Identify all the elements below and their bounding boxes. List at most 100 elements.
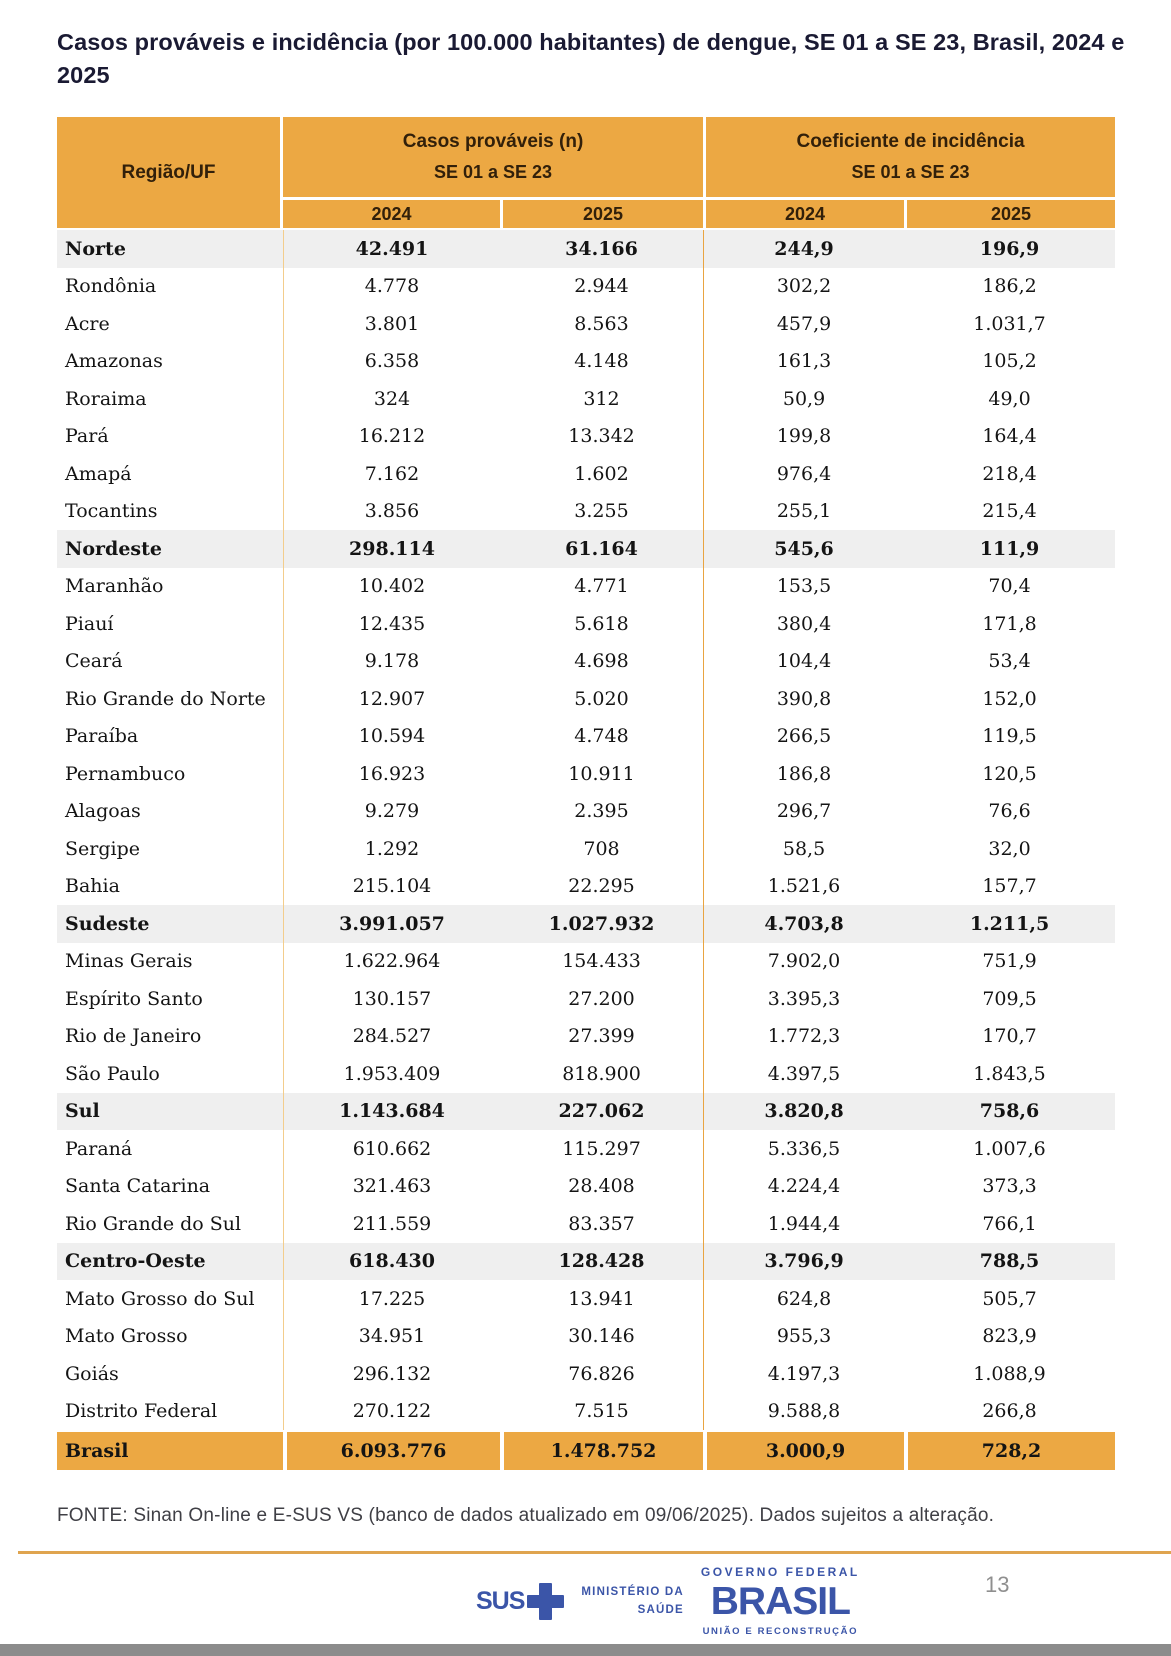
table-row-sul: Sul 1.143.684 227.062 3.820,8 758,6 [57,1092,1116,1130]
value-cell: 7.515 [500,1392,704,1430]
value-cell: 1.953.409 [283,1055,500,1093]
table-row-bahia: Bahia 215.104 22.295 1.521,6 157,7 [57,867,1116,905]
table-row-goias: Goiás 296.132 76.826 4.197,3 1.088,9 [57,1355,1116,1393]
value-cell: 27.200 [500,980,704,1018]
value-cell: 380,4 [703,605,905,643]
region-name-cell: Sudeste [57,905,283,943]
region-name-cell: Distrito Federal [57,1392,283,1430]
table-row-roraima: Roraima 324 312 50,9 49,0 [57,380,1116,418]
value-cell: 111,9 [904,530,1116,568]
value-cell: 4.197,3 [703,1355,905,1393]
value-cell: 955,3 [703,1317,905,1355]
region-name-cell: Amazonas [57,342,283,380]
footer-divider-rule [18,1551,1171,1554]
value-cell: 10.594 [283,717,500,755]
table-row-rio-grande-do-norte: Rio Grande do Norte 12.907 5.020 390,8 152,0 [57,680,1116,718]
value-cell: 708 [500,830,704,868]
header-year-row: 2024 2025 2024 2025 [57,197,1116,230]
region-name-cell: Goiás [57,1355,283,1393]
table-row-santa-catarina: Santa Catarina 321.463 28.408 4.224,4 373,3 [57,1167,1116,1205]
value-cell: 4.778 [283,267,500,305]
value-cell: 545,6 [703,530,905,568]
value-cell: 211.559 [283,1205,500,1243]
table-row-sao-paulo: São Paulo 1.953.409 818.900 4.397,5 1.843,5 [57,1055,1116,1093]
value-cell: 152,0 [904,680,1116,718]
value-cell: 76.826 [500,1355,704,1393]
value-cell: 171,8 [904,605,1116,643]
value-cell: 186,2 [904,267,1116,305]
value-cell: 12.435 [283,605,500,643]
value-cell: 50,9 [703,380,905,418]
value-cell: 390,8 [703,680,905,718]
uniao-e-reconstrucao-label: UNIÃO E RECONSTRUÇÃO [702,1625,859,1637]
value-cell: 1.772,3 [703,1017,905,1055]
value-cell: 30.146 [500,1317,704,1355]
value-cell: 709,5 [904,980,1116,1018]
table-row-ceara: Ceará 9.178 4.698 104,4 53,4 [57,642,1116,680]
coeficiente-subtitle: SE 01 a SE 23 [851,161,970,182]
value-cell: 302,2 [703,267,905,305]
table-row-alagoas: Alagoas 9.279 2.395 296,7 76,6 [57,792,1116,830]
page-title: Casos prováveis e incidência (por 100.00… [57,29,1125,89]
value-cell: 218,4 [904,455,1116,493]
column-header-region-uf: Região/UF [57,117,283,230]
value-cell: 130.157 [283,980,500,1018]
region-name-cell: Pernambuco [57,755,283,793]
region-name-cell: Sergipe [57,830,283,868]
table-row-sergipe: Sergipe 1.292 708 58,5 32,0 [57,830,1116,868]
value-cell: 1.007,6 [904,1130,1116,1168]
ministry-line2: SAÚDE [637,1604,684,1616]
value-cell: 312 [500,380,704,418]
value-cell: 104,4 [703,642,905,680]
value-cell: 1.944,4 [703,1205,905,1243]
value-cell: 976,4 [703,455,905,493]
table-row-mato-grosso: Mato Grosso 34.951 30.146 955,3 823,9 [57,1317,1116,1355]
table-row-nordeste: Nordeste 298.114 61.164 545,6 111,9 [57,530,1116,568]
casos-provaveis-title: Casos prováveis (n) [402,131,584,153]
value-cell: 457,9 [703,305,905,343]
value-cell: 1.521,6 [703,867,905,905]
governo-federal-label: GOVERNO FEDERAL [700,1564,860,1579]
value-cell: 1.088,9 [904,1355,1116,1393]
region-name-cell: Brasil [57,1430,283,1470]
value-cell: 53,4 [904,642,1116,680]
value-cell: 154.433 [500,942,704,980]
value-cell: 170,7 [904,1017,1116,1055]
value-cell: 618.430 [283,1242,500,1280]
region-name-cell: Ceará [57,642,283,680]
region-name-cell: São Paulo [57,1055,283,1093]
table-row-acre: Acre 3.801 8.563 457,9 1.031,7 [57,305,1116,343]
value-cell: 624,8 [703,1280,905,1318]
value-cell: 1.602 [500,455,704,493]
table-row-sudeste: Sudeste 3.991.057 1.027.932 4.703,8 1.211,5 [57,905,1116,943]
region-name-cell: Santa Catarina [57,1167,283,1205]
table-row-amapa: Amapá 7.162 1.602 976,4 218,4 [57,455,1116,493]
table-row-espirito-santo: Espírito Santo 130.157 27.200 3.395,3 709,5 [57,980,1116,1018]
page-number: 13 [985,1572,1010,1597]
value-cell: 3.796,9 [703,1242,905,1280]
value-cell: 9.279 [283,792,500,830]
region-name-cell: Norte [57,230,283,268]
value-cell: 161,3 [703,342,905,380]
governo-federal-brasil-logo: GOVERNO FEDERAL BRASIL UNIÃO E RECONSTRU… [701,1566,860,1637]
region-name-cell: Maranhão [57,567,283,605]
sus-logo-text: SUS [476,1586,525,1615]
value-cell: 9.178 [283,642,500,680]
value-cell: 5.020 [500,680,704,718]
table-row-minas-gerais: Minas Gerais 1.622.964 154.433 7.902,0 751,9 [57,942,1116,980]
value-cell: 27.399 [500,1017,704,1055]
value-cell: 16.212 [283,417,500,455]
value-cell: 49,0 [904,380,1116,418]
value-cell: 373,3 [904,1167,1116,1205]
region-name-cell: Acre [57,305,283,343]
table-row-maranhao: Maranhão 10.402 4.771 153,5 70,4 [57,567,1116,605]
value-cell: 58,5 [703,830,905,868]
value-cell: 4.748 [500,717,704,755]
region-name-cell: Mato Grosso [57,1317,283,1355]
value-cell: 115.297 [500,1130,704,1168]
value-cell: 758,6 [904,1092,1116,1130]
value-cell: 2.944 [500,267,704,305]
table-row-rio-grande-do-sul: Rio Grande do Sul 211.559 83.357 1.944,4 766… [57,1205,1116,1243]
value-cell: 17.225 [283,1280,500,1318]
value-cell: 4.224,4 [703,1167,905,1205]
